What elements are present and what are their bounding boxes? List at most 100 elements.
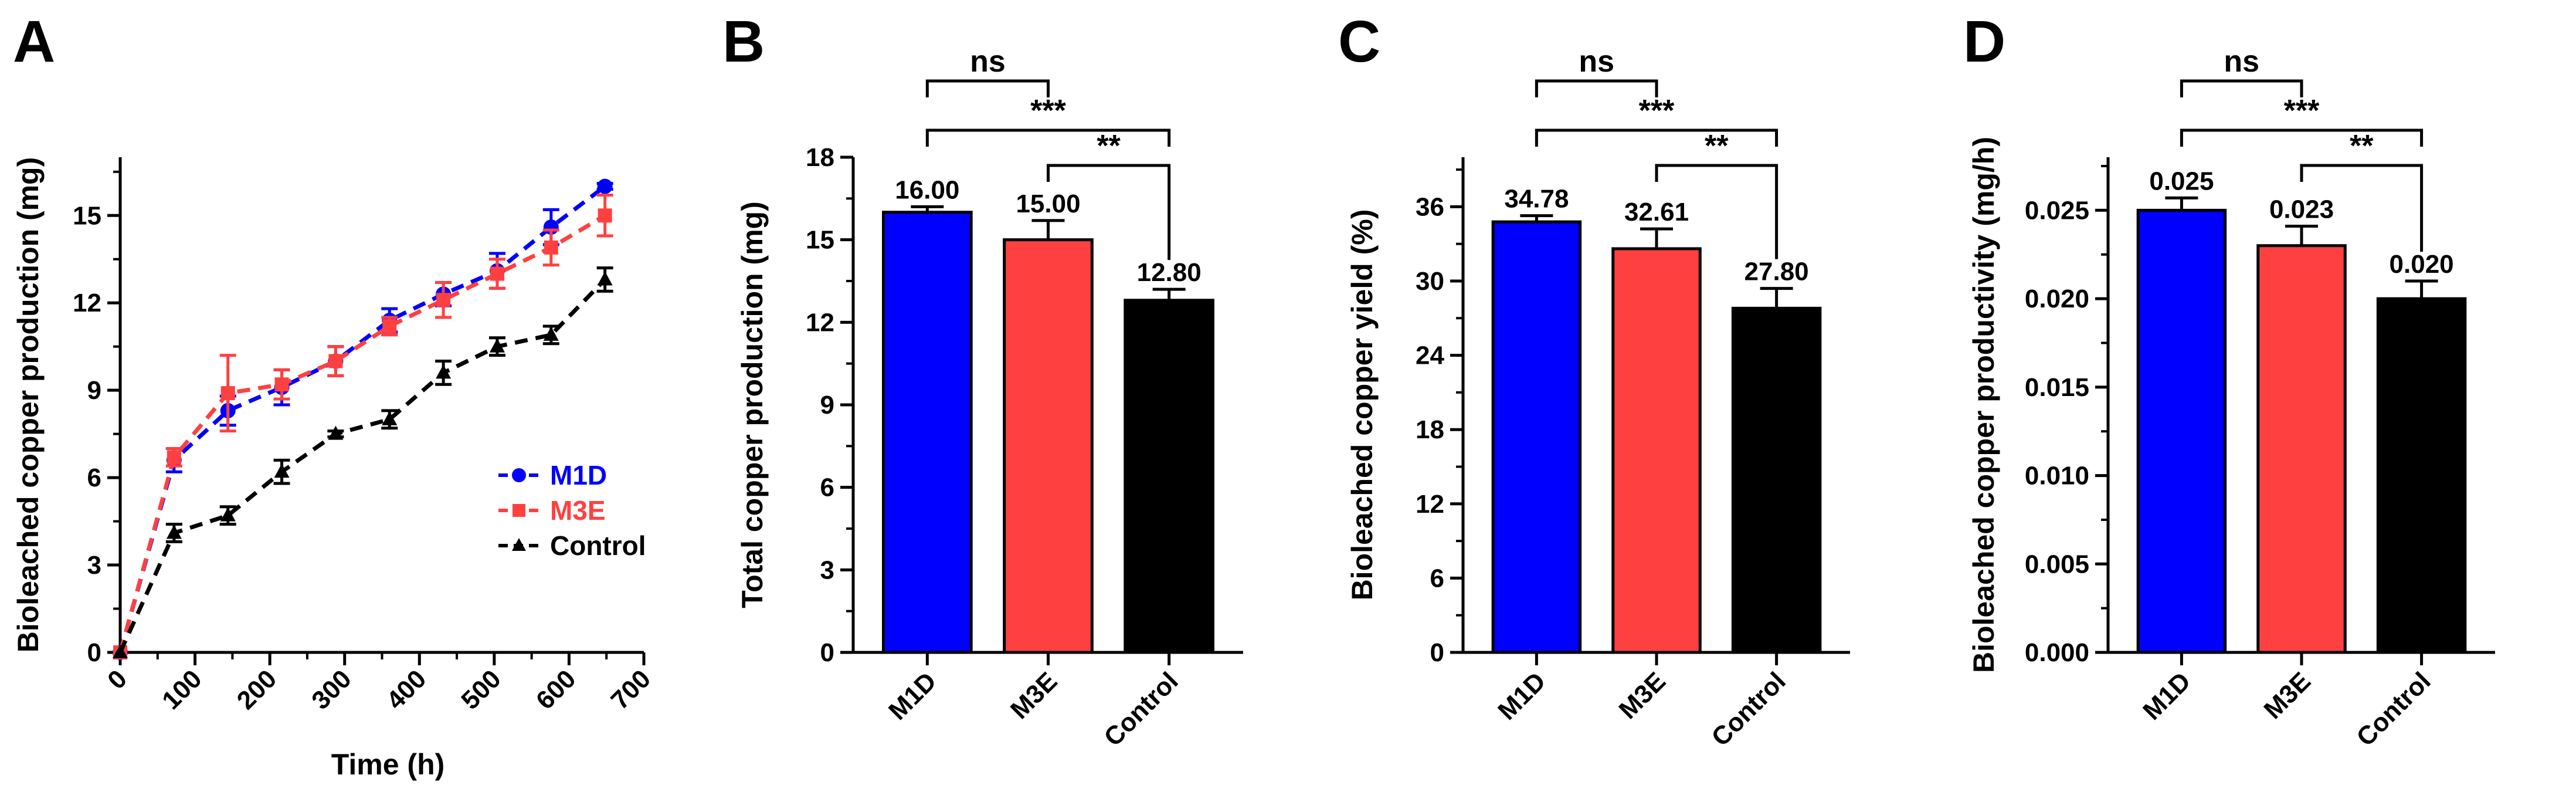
legend-label-m1d: M1D — [550, 460, 607, 490]
y-tick-label-d: 0.015 — [2025, 373, 2089, 402]
line-chart-a: 0 3 6 9 12 15 0 100 200 300 400 500 600 700 Bioleached… — [12, 157, 656, 781]
x-tick-label: 700 — [606, 664, 657, 715]
significance-label-b: ns — [970, 45, 1006, 79]
y-tick-label-c: 30 — [1416, 267, 1444, 296]
category-label-m1d-d: M1D — [2137, 666, 2196, 725]
series-line-control — [118, 278, 607, 654]
bar-control-b — [1124, 299, 1214, 654]
data-point-control — [597, 271, 613, 286]
y-tick-label-b: 6 — [820, 473, 834, 502]
series-line-m1d — [118, 184, 606, 653]
y-tick-label-b: 18 — [806, 143, 834, 172]
legend-label-control: Control — [550, 530, 646, 561]
data-point-m3e — [220, 386, 235, 401]
bar-chart-c: 0 6 12 18 24 30 36 Bioleached copper yield (%) 3… — [1346, 45, 1850, 752]
y-tick-label-c: 18 — [1416, 415, 1444, 444]
legend-marker-m1d — [512, 468, 526, 482]
value-label-m3e-b: 15.00 — [1016, 189, 1080, 218]
y-tick-label-d: 0.025 — [2025, 196, 2089, 225]
y-tick-label-c: 0 — [1430, 638, 1444, 667]
bar-control-c — [1731, 306, 1822, 654]
y-axis-title-d: Bioleached copper productivity (mg/h) — [1967, 137, 2000, 673]
data-point-m3e — [544, 240, 558, 255]
y-axis-title-b: Total copper production (mg) — [736, 201, 769, 608]
bar-m1d-d — [2136, 208, 2227, 654]
y-tick-label-d: 0.000 — [2025, 638, 2089, 667]
data-point-control — [113, 644, 128, 658]
significance-label-c: ns — [1579, 45, 1614, 79]
value-label-m1d-d: 0.025 — [2149, 167, 2214, 195]
y-tick-label: 6 — [87, 463, 101, 492]
significance-bracket-c — [1535, 79, 1658, 97]
y-tick-label: 3 — [87, 551, 101, 580]
y-tick-label-b: 15 — [806, 226, 834, 255]
value-label-control-b: 12.80 — [1137, 258, 1202, 287]
significance-label-d: ns — [2224, 45, 2259, 79]
category-label-m3e-b: M3E — [1005, 666, 1063, 725]
y-axis-title-c: Bioleached copper yield (%) — [1346, 209, 1379, 601]
data-point-m3e — [490, 266, 504, 281]
category-label-m1d-b: M1D — [883, 666, 942, 725]
bar-chart-b: 0 3 6 9 12 15 18 Total copper production (mg) 16… — [736, 45, 1243, 752]
value-label-m1d-c: 34.78 — [1504, 185, 1569, 214]
y-tick-label-d: 0.010 — [2025, 462, 2089, 490]
bar-chart-d: 0.000 0.005 0.010 0.015 0.020 0.025 Bioleached… — [1967, 45, 2495, 752]
significance-label-d: *** — [2284, 94, 2320, 128]
category-label-control-d: Control — [2351, 666, 2436, 752]
y-tick-label-b: 0 — [820, 638, 834, 667]
y-tick-label-c: 6 — [1430, 564, 1444, 593]
significance-label-d: ** — [2350, 129, 2374, 163]
significance-bracket-d — [2300, 164, 2424, 252]
legend-label-m3e: M3E — [550, 495, 606, 526]
value-label-control-c: 27.80 — [1745, 258, 1809, 286]
category-label-m3e-d: M3E — [2258, 666, 2316, 725]
x-tick-label: 200 — [232, 664, 283, 715]
x-tick-label: 600 — [531, 664, 582, 715]
x-tick-label: 400 — [381, 664, 432, 715]
data-point-m3e — [382, 319, 397, 333]
data-point-control — [436, 364, 452, 379]
bar-m1d-b — [882, 211, 973, 654]
data-point-m1d — [597, 178, 613, 194]
category-label-m1d-c: M1D — [1492, 666, 1551, 725]
y-tick-label-c: 12 — [1416, 490, 1444, 519]
data-point-control — [328, 425, 344, 440]
series-line-m3e — [118, 214, 606, 653]
data-point-m3e — [598, 208, 612, 223]
data-point-control — [382, 411, 398, 425]
data-point-control — [166, 524, 182, 539]
x-tick-label: 300 — [306, 664, 357, 715]
y-tick-label-d: 0.020 — [2025, 285, 2089, 313]
significance-label-b: ** — [1097, 129, 1121, 163]
data-point-control — [489, 338, 505, 353]
significance-label-c: ** — [1705, 129, 1729, 163]
y-tick-label: 12 — [73, 289, 101, 317]
y-tick-label-b: 12 — [806, 308, 834, 337]
data-point-control — [543, 326, 559, 341]
significance-bracket-d — [2180, 128, 2424, 147]
significance-bracket-b — [925, 79, 1050, 97]
legend-marker-m3e — [513, 504, 525, 517]
bar-m3e-c — [1611, 247, 1702, 654]
significance-bracket-d — [2180, 79, 2303, 97]
y-tick-label-c: 24 — [1416, 341, 1444, 370]
category-label-m3e-c: M3E — [1613, 666, 1671, 725]
y-tick-label: 0 — [87, 638, 101, 667]
y-tick-label-b: 3 — [820, 556, 834, 584]
bar-control-d — [2376, 297, 2467, 654]
panel-label-b: B — [722, 9, 765, 75]
y-tick-label: 9 — [87, 376, 101, 405]
bar-m1d-c — [1491, 220, 1582, 654]
panel-label-c: C — [1338, 9, 1380, 75]
value-label-m1d-b: 16.00 — [895, 175, 959, 204]
data-point-control — [220, 507, 236, 522]
panel-label-d: D — [1963, 9, 2005, 75]
y-tick-label-c: 36 — [1416, 192, 1444, 221]
y-tick-label-d: 0.005 — [2025, 550, 2089, 578]
panel-label-a: A — [13, 9, 55, 75]
category-label-control-c: Control — [1706, 666, 1791, 752]
x-axis-title: Time (h) — [331, 748, 445, 781]
value-label-m3e-c: 32.61 — [1624, 198, 1689, 226]
data-point-m3e — [167, 450, 181, 465]
